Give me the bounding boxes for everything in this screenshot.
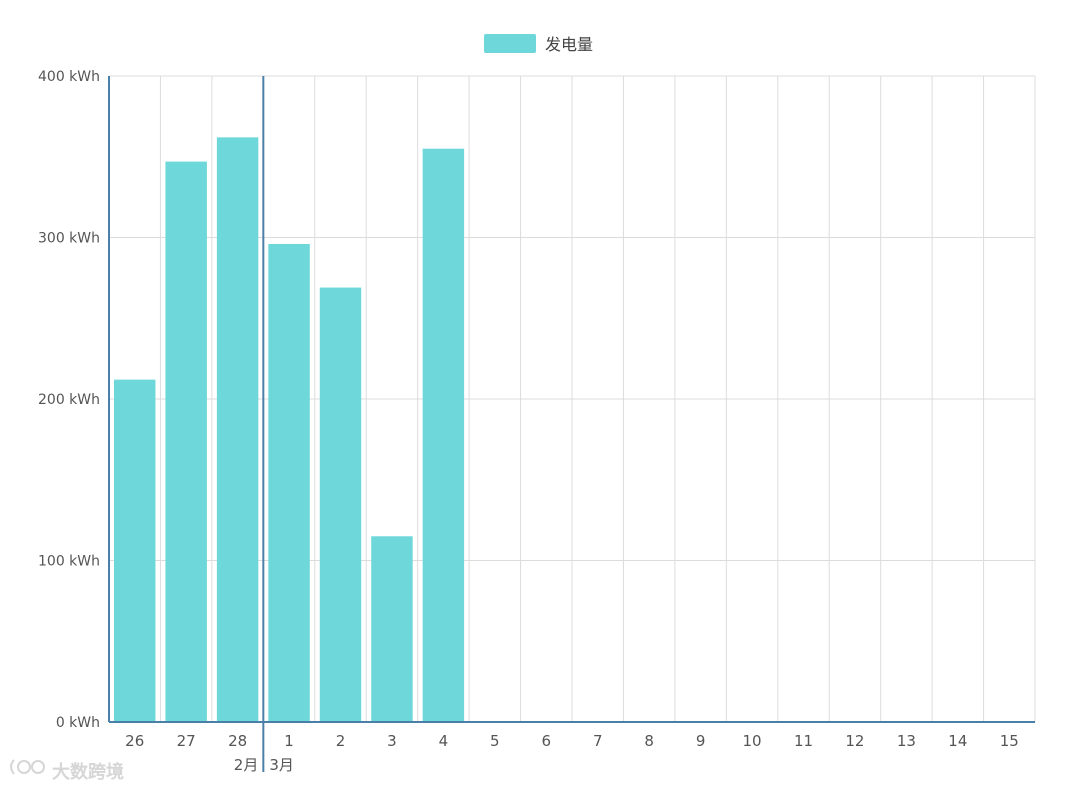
grid-lines [108,75,1036,723]
legend-label: 发电量 [545,35,593,54]
watermark-text: 大数跨境 [52,761,124,783]
x-tick-label: 10 [743,732,762,750]
x-tick-label: 27 [177,732,196,750]
x-axis-ticks: 26 27 28 1 2 3 4 5 6 7 8 9 10 11 12 13 14 15 [125,732,1019,750]
watermark-logo-icon [10,759,45,775]
y-axis-ticks: 0 kWh 100 kWh 200 kWh 300 kWh 400 kWh [38,69,100,731]
x-tick-label: 11 [794,732,813,750]
x-tick-label: 2 [336,732,346,750]
bar-1[interactable] [268,243,310,722]
bar-27[interactable] [165,161,207,723]
x-tick-label: 8 [644,732,654,750]
y-tick-label: 300 kWh [38,231,100,247]
x-tick-label: 7 [593,732,603,750]
x-tick-label: 15 [1000,732,1019,750]
x-tick-label: 4 [439,732,449,750]
x-tick-label: 26 [125,732,144,750]
x-tick-label: 9 [696,732,706,750]
bar-4[interactable] [422,148,465,723]
bar-series [114,137,465,723]
x-tick-label: 13 [897,732,916,750]
x-tick-label: 12 [845,732,864,750]
y-tick-label: 100 kWh [38,554,100,570]
watermark: 大数跨境 [10,759,124,783]
x-tick-label: 14 [948,732,967,750]
month-label: 2月 [234,756,259,774]
x-tick-label: 3 [387,732,397,750]
y-tick-label: 400 kWh [38,69,100,85]
x-tick-label: 1 [284,732,294,750]
legend-swatch [484,34,536,53]
x-tick-label: 5 [490,732,500,750]
month-label: 3月 [269,756,294,774]
x-tick-label: 6 [542,732,552,750]
axes [108,76,1035,772]
y-tick-label: 0 kWh [56,715,100,731]
bar-28[interactable] [216,137,259,722]
x-tick-label: 28 [228,732,247,750]
legend[interactable]: 发电量 [484,34,593,54]
bar-3[interactable] [371,536,413,722]
y-tick-label: 200 kWh [38,392,100,408]
bar-2[interactable] [319,287,362,722]
month-labels: 2月 3月 [234,756,294,774]
bar-26[interactable] [114,379,156,722]
